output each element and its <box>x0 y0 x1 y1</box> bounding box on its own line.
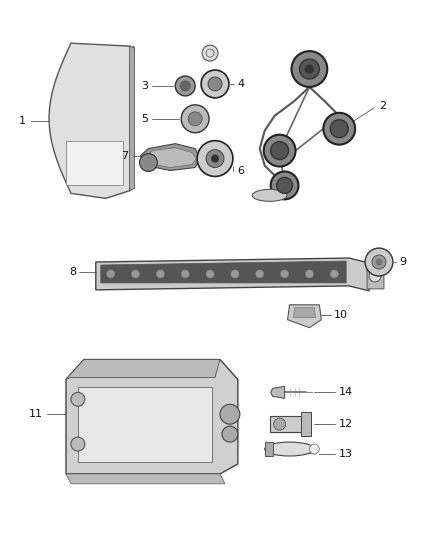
Circle shape <box>369 270 381 282</box>
Circle shape <box>274 418 286 430</box>
Text: 3: 3 <box>141 81 148 91</box>
Circle shape <box>131 270 140 278</box>
Polygon shape <box>265 442 273 456</box>
Text: 14: 14 <box>339 387 353 397</box>
Polygon shape <box>96 258 369 291</box>
Text: 11: 11 <box>29 409 43 419</box>
Circle shape <box>206 150 224 167</box>
Text: 6: 6 <box>237 166 244 175</box>
Text: 12: 12 <box>339 419 353 429</box>
Circle shape <box>277 177 293 193</box>
Circle shape <box>264 135 296 166</box>
Circle shape <box>206 270 214 278</box>
Text: 8: 8 <box>69 267 76 277</box>
Circle shape <box>376 259 382 265</box>
Polygon shape <box>101 261 346 283</box>
Polygon shape <box>271 386 285 398</box>
Polygon shape <box>293 308 315 318</box>
Circle shape <box>156 270 164 278</box>
Circle shape <box>181 105 209 133</box>
Polygon shape <box>66 474 225 484</box>
Circle shape <box>372 255 386 269</box>
Polygon shape <box>130 46 134 190</box>
Circle shape <box>140 154 157 172</box>
Circle shape <box>208 77 222 91</box>
Polygon shape <box>270 416 304 432</box>
Circle shape <box>231 270 239 278</box>
Polygon shape <box>367 260 384 289</box>
Circle shape <box>271 142 289 159</box>
Circle shape <box>300 59 319 79</box>
Circle shape <box>330 120 348 138</box>
Circle shape <box>220 404 240 424</box>
Text: 4: 4 <box>238 79 245 89</box>
Text: 10: 10 <box>334 310 348 320</box>
Polygon shape <box>301 412 311 436</box>
Text: 7: 7 <box>121 151 129 160</box>
Text: 9: 9 <box>399 257 406 267</box>
Circle shape <box>211 155 219 163</box>
Circle shape <box>197 141 233 176</box>
Text: 13: 13 <box>339 449 353 459</box>
Circle shape <box>71 437 85 451</box>
Circle shape <box>107 270 115 278</box>
Polygon shape <box>78 387 212 462</box>
Text: 1: 1 <box>19 116 26 126</box>
Polygon shape <box>145 148 196 167</box>
Circle shape <box>292 51 327 87</box>
Polygon shape <box>66 360 238 474</box>
Circle shape <box>201 70 229 98</box>
Circle shape <box>222 426 238 442</box>
Text: 5: 5 <box>141 114 148 124</box>
Circle shape <box>188 112 202 126</box>
Circle shape <box>256 270 264 278</box>
Polygon shape <box>288 305 321 328</box>
Circle shape <box>180 81 190 91</box>
Circle shape <box>181 270 189 278</box>
Polygon shape <box>66 360 220 379</box>
Circle shape <box>71 392 85 406</box>
Circle shape <box>323 113 355 144</box>
Circle shape <box>305 270 314 278</box>
Circle shape <box>271 172 298 199</box>
Circle shape <box>304 64 314 74</box>
Circle shape <box>365 248 393 276</box>
Circle shape <box>202 45 218 61</box>
Circle shape <box>281 270 289 278</box>
Ellipse shape <box>265 442 314 456</box>
Circle shape <box>309 444 319 454</box>
Polygon shape <box>66 141 123 185</box>
Polygon shape <box>49 43 134 198</box>
Ellipse shape <box>252 189 287 201</box>
Circle shape <box>330 270 338 278</box>
Polygon shape <box>141 144 200 171</box>
Circle shape <box>175 76 195 96</box>
Text: 2: 2 <box>379 101 386 111</box>
